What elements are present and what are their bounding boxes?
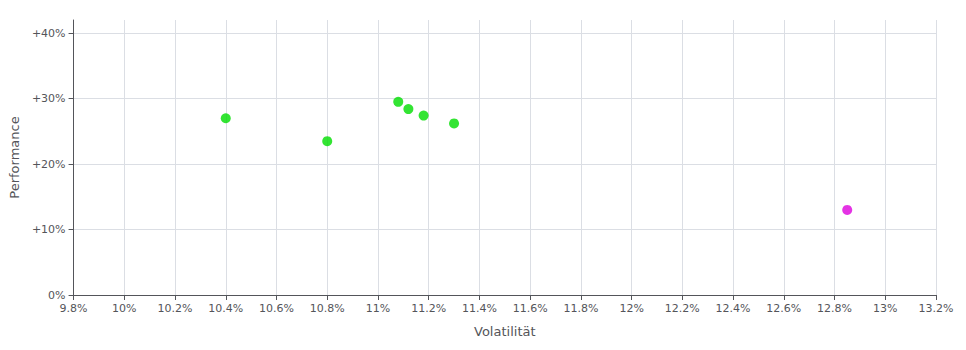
svg-text:11.8%: 11.8%: [563, 302, 598, 315]
svg-text:10.6%: 10.6%: [259, 302, 294, 315]
svg-text:+10%: +10%: [32, 223, 66, 236]
svg-text:+40%: +40%: [32, 27, 66, 40]
svg-text:11.6%: 11.6%: [513, 302, 548, 315]
svg-text:Volatilität: Volatilität: [474, 324, 536, 339]
svg-text:10.2%: 10.2%: [158, 302, 193, 315]
svg-text:+20%: +20%: [32, 158, 66, 171]
svg-text:11%: 11%: [366, 302, 390, 315]
svg-text:13%: 13%: [873, 302, 897, 315]
svg-text:12.8%: 12.8%: [817, 302, 852, 315]
svg-text:12.4%: 12.4%: [716, 302, 751, 315]
svg-text:10.8%: 10.8%: [310, 302, 345, 315]
svg-text:11.2%: 11.2%: [411, 302, 446, 315]
svg-text:12%: 12%: [619, 302, 643, 315]
svg-text:12.2%: 12.2%: [665, 302, 700, 315]
svg-text:12.6%: 12.6%: [766, 302, 801, 315]
svg-text:0%: 0%: [48, 289, 65, 302]
svg-text:11.4%: 11.4%: [462, 302, 497, 315]
svg-text:13.2%: 13.2%: [919, 302, 954, 315]
svg-text:10%: 10%: [112, 302, 136, 315]
svg-text:10.4%: 10.4%: [208, 302, 243, 315]
svg-text:9.8%: 9.8%: [60, 302, 88, 315]
svg-text:+30%: +30%: [32, 92, 66, 105]
svg-text:Performance: Performance: [7, 116, 22, 198]
